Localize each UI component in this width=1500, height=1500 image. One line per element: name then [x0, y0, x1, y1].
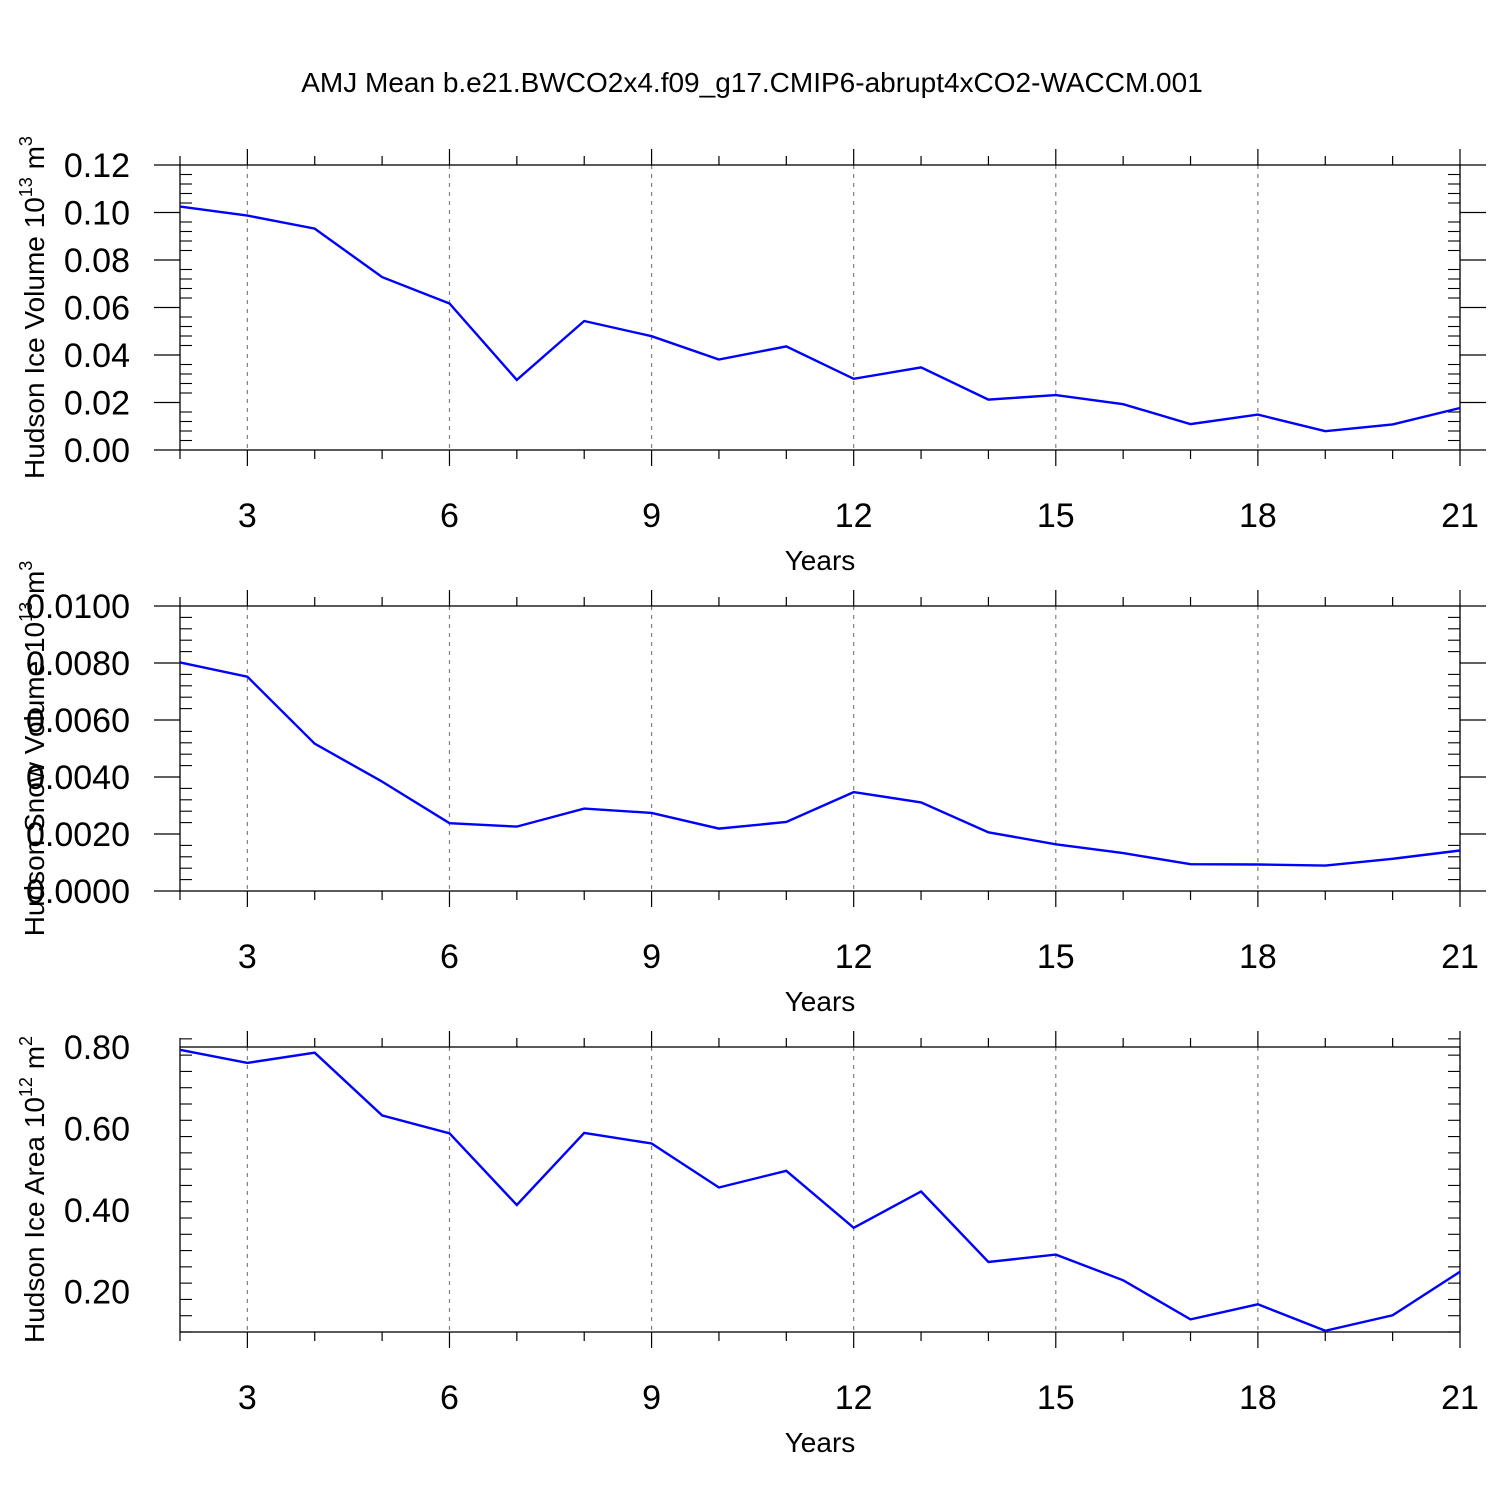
ytick-label: 0.0060 — [26, 702, 130, 740]
series-line-snow-volume — [179, 661, 1461, 867]
ytick-label: 0.60 — [64, 1110, 130, 1148]
ytick-label: 0.20 — [64, 1273, 130, 1311]
xtick-label: 12 — [835, 938, 873, 976]
ytick-label: 0.0040 — [26, 759, 130, 797]
xtick-label: 15 — [1037, 497, 1075, 535]
xtick-label: 6 — [440, 497, 459, 535]
panel-ice-volume: 0.00 0.02 0.04 0.06 0.08 0.10 0.12 3 6 9 12 15 18 21 Y… — [16, 136, 1486, 576]
x-axis-label: Years — [785, 1427, 856, 1458]
ytick-label: 0.08 — [64, 242, 130, 280]
ytick-label: 0.02 — [64, 385, 130, 423]
ytick-label: 0.12 — [64, 147, 130, 185]
xtick-label: 3 — [238, 497, 257, 535]
xtick-label: 15 — [1037, 1379, 1075, 1417]
xtick-label: 9 — [642, 1379, 661, 1417]
ytick-label: 0.04 — [64, 337, 130, 375]
xtick-label: 21 — [1441, 938, 1479, 976]
series-line-ice-volume — [179, 205, 1461, 433]
ytick-label: 0.80 — [64, 1029, 130, 1067]
plot-frame — [179, 605, 1461, 892]
xtick-label: 6 — [440, 1379, 459, 1417]
x-axis-label: Years — [785, 986, 856, 1017]
x-axis-label: Years — [785, 545, 856, 576]
xtick-label: 15 — [1037, 938, 1075, 976]
xtick-label: 18 — [1239, 497, 1277, 535]
xtick-label: 9 — [642, 497, 661, 535]
xtick-label: 12 — [835, 1379, 873, 1417]
y-axis-label: Hudson Ice Area 1012 m2 — [16, 1036, 50, 1343]
ytick-label: 0.0000 — [26, 873, 130, 911]
ytick-label: 0.40 — [64, 1192, 130, 1230]
xtick-label: 21 — [1441, 497, 1479, 535]
panel-ice-area: 0.20 0.40 0.60 0.80 3 6 9 12 15 18 21 Years Hudson I… — [16, 1029, 1479, 1458]
xtick-label: 3 — [238, 938, 257, 976]
ytick-label: 0.10 — [64, 195, 130, 233]
xtick-label: 3 — [238, 1379, 257, 1417]
xtick-label: 18 — [1239, 1379, 1277, 1417]
y-axis-label: Hudson Ice Volume 1013 m3 — [16, 136, 50, 479]
xtick-label: 9 — [642, 938, 661, 976]
xtick-label: 6 — [440, 938, 459, 976]
xtick-label: 12 — [835, 497, 873, 535]
ytick-label: 0.00 — [64, 432, 130, 470]
plot-frame — [179, 1046, 1461, 1333]
chart-title: AMJ Mean b.e21.BWCO2x4.f09_g17.CMIP6-abr… — [301, 67, 1203, 98]
xtick-label: 18 — [1239, 938, 1277, 976]
ytick-label: 0.06 — [64, 290, 130, 328]
y-axis-label: Hudson Snow Volume 1013 m3 — [16, 561, 50, 937]
series-line-ice-area — [179, 1048, 1461, 1333]
panel-snow-volume: 0.0000 0.0020 0.0040 0.0060 0.0080 0.0100 3 6 9 1… — [16, 561, 1486, 1017]
ytick-label: 0.0080 — [26, 645, 130, 683]
ytick-label: 0.0100 — [26, 588, 130, 626]
xtick-label: 21 — [1441, 1379, 1479, 1417]
ytick-label: 0.0020 — [26, 816, 130, 854]
